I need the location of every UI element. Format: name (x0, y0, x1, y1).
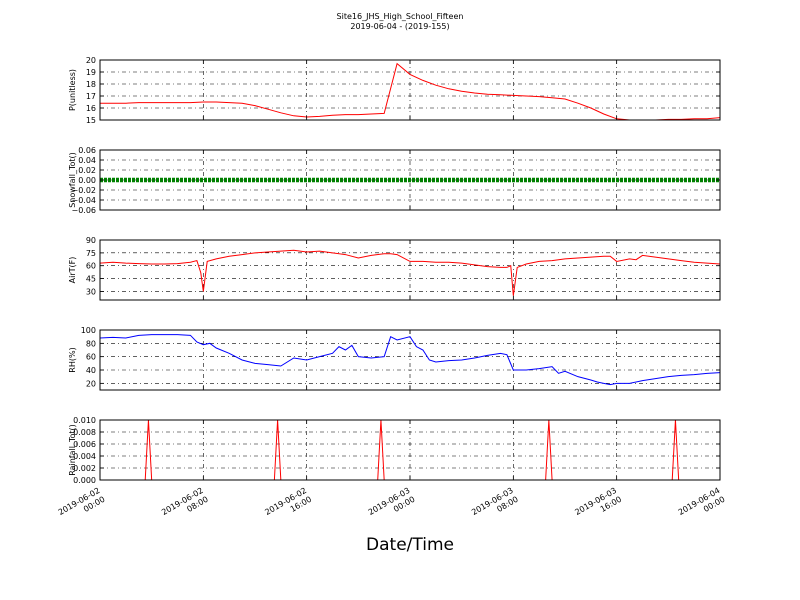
y-axis-label: RH(%) (68, 347, 77, 372)
grid (100, 240, 720, 300)
y-tick-label: 80 (86, 339, 96, 348)
subplot-2: −0.06−0.04−0.020.000.020.040.06Snowfall_… (68, 146, 721, 215)
y-tick-label: 18 (86, 80, 96, 89)
subplot-panels: 151617181920P(unitless)−0.06−0.04−0.020.… (68, 56, 721, 485)
x-tick-label: 2019-06-0308:00 (470, 486, 520, 526)
subplot-5: 0.000 0.002 0.004 0.006 0.008 0.010Rainfall_T… (68, 416, 721, 485)
x-axis-label: Date/Time (366, 535, 454, 555)
y-tick-label: 0.04 (78, 156, 96, 165)
y-tick-label: 0.002 (73, 464, 96, 473)
y-tick-label: 100 (81, 326, 96, 335)
y-tick-label: 30 (86, 287, 96, 296)
figure-subtitle: 2019-06-04 - (2019-155) (350, 22, 449, 31)
series-line (99, 249, 721, 296)
y-tick-label: 0.006 (73, 440, 96, 449)
grid (100, 330, 720, 390)
y-tick-label: 15 (86, 116, 96, 125)
y-axis-label: Snowfall_Tot() (68, 152, 77, 208)
y-tick-label: 0.00 (78, 176, 96, 185)
y-tick-label: 60 (86, 262, 96, 271)
y-tick-label: 0.06 (78, 146, 96, 155)
x-tick-label: 2019-06-0400:00 (677, 486, 727, 526)
y-tick-label: 0.008 (73, 428, 96, 437)
y-tick-label: 45 (86, 275, 96, 284)
x-tick-label: 2019-06-0208:00 (160, 486, 210, 526)
y-tick-label: −0.04 (71, 196, 96, 205)
x-tick-label: 2019-06-0300:00 (367, 486, 417, 526)
x-tick-label: 2019-06-0216:00 (263, 486, 313, 526)
y-tick-label: 0.000 (73, 476, 96, 485)
grid (100, 420, 720, 480)
subplot-3: 30 45 60 75 90 AirT(F) (68, 236, 721, 301)
subplot-1: 15 16 17 18 19 20 P(unitless) (68, 56, 721, 125)
y-tick-label: 19 (86, 68, 96, 77)
grid (100, 60, 720, 120)
y-tick-label: 90 (86, 236, 96, 245)
y-tick-label: −0.06 (71, 206, 96, 215)
y-tick-label: 16 (86, 104, 96, 113)
y-axis-label: P(unitless) (68, 69, 77, 111)
y-tick-label: 0.02 (78, 166, 96, 175)
x-tick-label: 2019-06-0316:00 (573, 486, 623, 526)
y-tick-label: 0.010 (73, 416, 96, 425)
y-tick-label: 20 (86, 56, 96, 65)
y-tick-label: 40 (86, 366, 96, 375)
series-line (99, 334, 721, 386)
y-tick-label: 75 (86, 249, 96, 258)
x-tick-label: 2019-06-0200:00 (57, 486, 107, 526)
y-tick-label: 0.004 (73, 452, 96, 461)
y-tick-label: 60 (86, 353, 96, 362)
y-axis-label: AirT(F) (68, 257, 77, 284)
y-axis-label: Rainfall_Tot() (68, 424, 77, 476)
x-axis-ticks: 2019-06-0200:00 2019-06-0208:00 2019-06-02… (57, 486, 727, 526)
y-tick-label: 17 (86, 92, 96, 101)
y-tick-label: 20 (86, 379, 96, 388)
figure-title: Site16_JHS_High_School_Fifteen (337, 12, 464, 21)
y-tick-label: −0.02 (71, 186, 96, 195)
subplot-4: 20 40 60 80 100 RH(%) (68, 326, 721, 391)
